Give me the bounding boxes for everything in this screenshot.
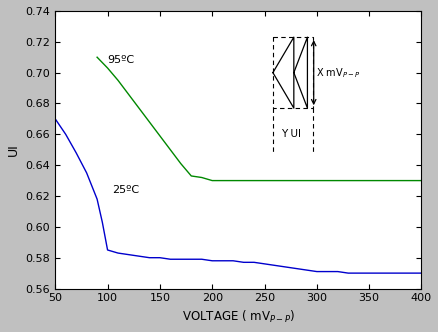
Text: Y UI: Y UI [280,129,300,139]
Text: 95ºC: 95ºC [107,55,134,65]
Text: 25ºC: 25ºC [112,185,138,195]
X-axis label: VOLTAGE ( mV$_{P-P}$): VOLTAGE ( mV$_{P-P}$) [181,309,294,325]
Y-axis label: UI: UI [7,143,20,156]
Text: X mV$_{P-P}$: X mV$_{P-P}$ [315,66,360,80]
